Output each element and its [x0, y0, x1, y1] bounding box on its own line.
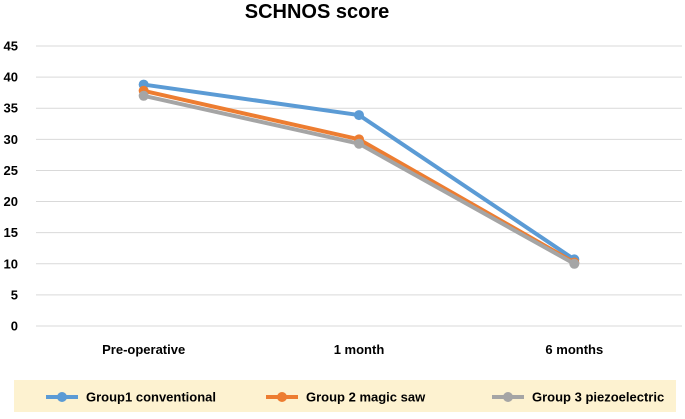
y-tick-label: 35 [4, 101, 18, 116]
legend-swatch-marker [277, 392, 287, 402]
x-tick-label: 1 month [334, 342, 385, 357]
legend-swatch-marker [503, 392, 513, 402]
y-tick-label: 5 [11, 287, 18, 302]
data-point [354, 138, 364, 149]
series-1 [138, 79, 580, 265]
gridlines [36, 45, 682, 327]
legend-box [14, 380, 676, 412]
legend: Group1 conventional Group 2 magic saw Grou… [14, 380, 676, 412]
legend-item: Group 3 piezoelectric [492, 390, 664, 405]
y-tick-label: 45 [4, 39, 18, 54]
x-tick-label: Pre-operative [102, 342, 185, 357]
data-point [569, 258, 580, 269]
y-tick-label: 15 [4, 225, 18, 240]
series-line [141, 93, 577, 266]
y-tick-label: 40 [4, 70, 18, 85]
series-lines [138, 79, 580, 269]
y-tick-label: 20 [4, 194, 18, 209]
y-tick-label: 30 [4, 132, 18, 147]
y-tick-label: 0 [11, 319, 18, 334]
legend-label: Group 2 magic saw [306, 390, 426, 405]
x-axis-ticks: Pre-operative 1 month 6 months [102, 342, 603, 357]
data-point [354, 110, 364, 121]
y-tick-label: 25 [4, 163, 18, 178]
legend-label: Group1 conventional [86, 390, 216, 405]
x-tick-label: 6 months [545, 342, 603, 357]
series-3 [138, 90, 580, 269]
legend-item: Group1 conventional [46, 390, 216, 405]
y-tick-label: 10 [4, 256, 18, 271]
y-axis-ticks: 0 5 10 15 20 25 30 35 40 45 [4, 39, 18, 334]
legend-item: Group 2 magic saw [266, 390, 426, 405]
legend-swatch-marker [57, 392, 67, 402]
chart-title: SCHNOS score [245, 1, 390, 23]
data-point [138, 90, 149, 101]
legend-label: Group 3 piezoelectric [532, 390, 664, 405]
